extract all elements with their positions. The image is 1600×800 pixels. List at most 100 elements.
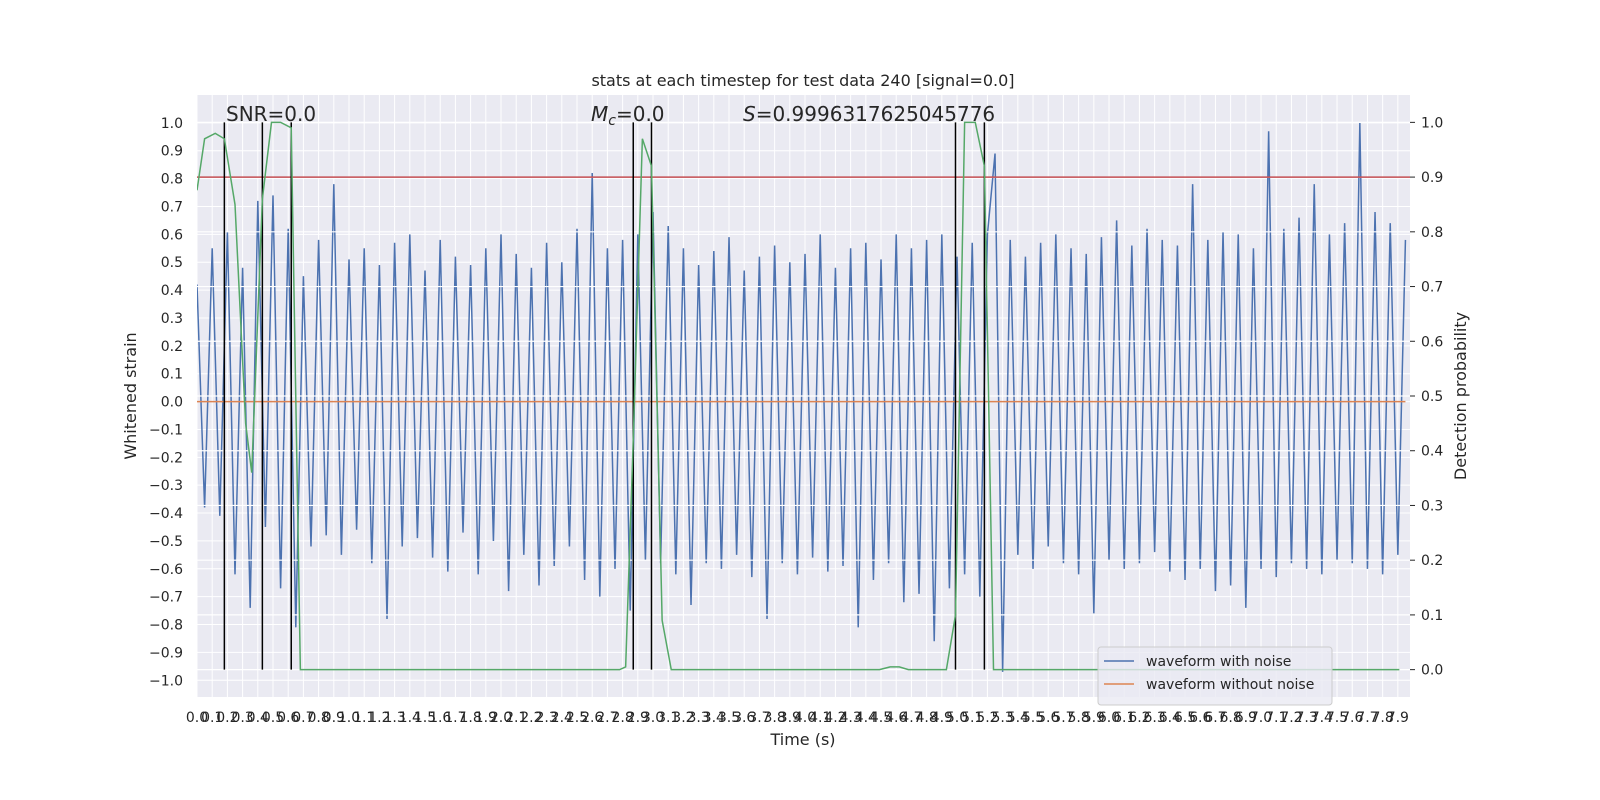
x-tick-label: 2.8: [611, 710, 633, 726]
chart-title: stats at each timestep for test data 240…: [591, 71, 1014, 90]
plot-layer: [197, 121, 1410, 672]
x-tick-label: 7.1: [1265, 710, 1287, 726]
x-tick-label: 7.0: [1250, 710, 1272, 726]
x-tick-label: 5.4: [1007, 710, 1029, 726]
x-tick-label: 1.0: [338, 710, 360, 726]
x-tick-label: 7.7: [1356, 710, 1378, 726]
x-tick-label: 2.4: [551, 710, 573, 726]
x-tick-label: 3.3: [687, 710, 709, 726]
x-tick-label: 1.3: [383, 710, 405, 726]
x-tick-label: 0.1: [201, 710, 223, 726]
annotation-subscript: c: [608, 113, 616, 129]
y-axis-label: Whitened strain: [121, 332, 140, 459]
y-tick-label: 0.1: [161, 367, 183, 383]
x-tick-label: 6.4: [1159, 710, 1181, 726]
x-tick-label: 5.9: [1083, 710, 1105, 726]
y-tick-label: −0.3: [149, 478, 183, 494]
x-tick-label: 4.8: [915, 710, 937, 726]
y-tick-label: −0.8: [149, 618, 183, 634]
x-tick-label: 7.4: [1311, 710, 1333, 726]
x-axis-label: Time (s): [769, 730, 835, 749]
data-line: [197, 121, 1400, 671]
y-tick-label: −0.6: [149, 562, 183, 578]
x-tick-label: 2.2: [520, 710, 542, 726]
y-tick-label: −0.5: [149, 534, 183, 550]
x-tick-label: 6.9: [1235, 710, 1257, 726]
y2-tick-label: 0.7: [1421, 280, 1443, 296]
y-tick-label: 0.5: [161, 255, 183, 271]
x-tick-label: 0.3: [231, 710, 253, 726]
x-tick-label: 3.9: [779, 710, 801, 726]
x-tick-label: 1.1: [353, 710, 375, 726]
x-tick-label: 6.1: [1113, 710, 1135, 726]
x-tick-label: 2.9: [627, 710, 649, 726]
data-line: [197, 122, 1407, 672]
x-tick-label: 6.0: [1098, 710, 1120, 726]
x-tick-label: 5.8: [1067, 710, 1089, 726]
x-tick-label: 2.0: [490, 710, 512, 726]
x-tick-label: 4.6: [885, 710, 907, 726]
x-tick-label: 0.7: [292, 710, 314, 726]
x-tick-label: 4.3: [839, 710, 861, 726]
y-tick-label: 0.9: [161, 144, 183, 160]
x-tick-label: 5.2: [976, 710, 998, 726]
y2-tick-label: 0.5: [1421, 389, 1443, 405]
y-tick-label: 0.4: [161, 283, 183, 299]
x-tick-label: 2.6: [581, 710, 603, 726]
x-tick-label: 7.2: [1280, 710, 1302, 726]
y-tick-label: 1.0: [161, 116, 183, 132]
x-tick-label: 3.6: [733, 710, 755, 726]
x-tick-label: 7.3: [1296, 710, 1318, 726]
x-tick-label: 4.9: [931, 710, 953, 726]
x-tick-label: 1.7: [444, 710, 466, 726]
x-tick-label: 1.8: [459, 710, 481, 726]
y2-axis-label: Detection probability: [1451, 312, 1470, 480]
legend-label: waveform without noise: [1146, 677, 1314, 693]
annotation-symbol: M: [591, 102, 608, 126]
x-tick-label: 1.4: [399, 710, 421, 726]
x-tick-label: 0.4: [247, 710, 269, 726]
x-tick-label: 6.7: [1204, 710, 1226, 726]
x-tick-label: 5.7: [1052, 710, 1074, 726]
x-tick-label: 0.9: [323, 710, 345, 726]
x-tick-label: 3.8: [763, 710, 785, 726]
x-tick-label: 6.6: [1189, 710, 1211, 726]
x-tick-label: 4.7: [900, 710, 922, 726]
x-tick-label: 4.1: [809, 710, 831, 726]
y-tick-label: −0.2: [149, 450, 183, 466]
x-tick-label: 1.9: [475, 710, 497, 726]
x-tick-label: 3.1: [657, 710, 679, 726]
x-tick-label: 1.6: [429, 710, 451, 726]
x-tick-label: 0.2: [216, 710, 238, 726]
x-tick-label: 4.5: [870, 710, 892, 726]
x-tick-label: 5.1: [961, 710, 983, 726]
annotation: Mc=0.0: [591, 102, 665, 129]
x-tick-label: 6.3: [1143, 710, 1165, 726]
y-tick-label: 0.0: [161, 395, 183, 411]
y2-tick-label: 0.2: [1421, 553, 1443, 569]
x-tick-label: 3.2: [672, 710, 694, 726]
x-tick-label: 1.2: [368, 710, 390, 726]
x-tick-label: 0.6: [277, 710, 299, 726]
y2-tick-label: 0.1: [1421, 608, 1443, 624]
x-tick-label: 6.5: [1174, 710, 1196, 726]
x-tick-label: 6.2: [1128, 710, 1150, 726]
x-tick-label: 4.2: [824, 710, 846, 726]
x-tick-label: 2.7: [596, 710, 618, 726]
y2-tick-label: 1.0: [1421, 115, 1443, 131]
y-tick-label: 0.3: [161, 311, 183, 327]
x-tick-label: 3.7: [748, 710, 770, 726]
x-tick-label: 4.4: [855, 710, 877, 726]
y2-tick-label: 0.8: [1421, 225, 1443, 241]
y-tick-label: 0.7: [161, 199, 183, 215]
x-tick-label: 5.5: [1022, 710, 1044, 726]
x-tick-label: 5.6: [1037, 710, 1059, 726]
x-tick-label: 0.5: [262, 710, 284, 726]
y-tick-label: 0.2: [161, 339, 183, 355]
x-tick-label: 2.1: [505, 710, 527, 726]
x-tick-label: 3.4: [703, 710, 725, 726]
y2-tick-label: 0.9: [1421, 170, 1443, 186]
y-tick-label: −0.4: [149, 506, 183, 522]
x-tick-label: 7.6: [1341, 710, 1363, 726]
